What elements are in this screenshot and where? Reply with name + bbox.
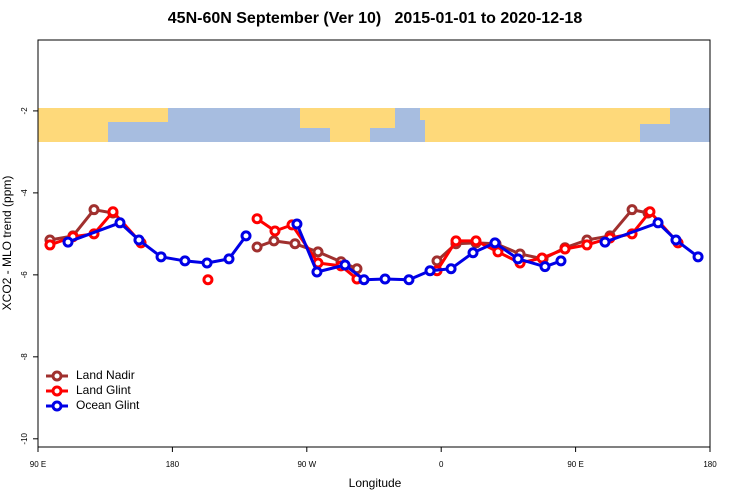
data-point <box>670 234 682 246</box>
legend-marker <box>51 400 63 412</box>
plot-frame <box>37 39 711 448</box>
data-point <box>358 274 370 286</box>
data-point <box>202 274 214 286</box>
y-axis-label: XCO2 - MLO trend (ppm) <box>0 176 14 311</box>
data-point <box>291 218 303 230</box>
data-point <box>289 238 301 250</box>
data-point <box>155 251 167 263</box>
land <box>108 108 168 122</box>
data-point <box>339 259 351 271</box>
land <box>640 108 670 124</box>
data-point <box>424 265 436 277</box>
data-point <box>88 204 100 216</box>
data-point <box>489 237 501 249</box>
data-point <box>450 235 462 247</box>
legend-label: Land Nadir <box>76 368 135 382</box>
legend-label: Land Glint <box>76 383 131 397</box>
y-tick-label: -4 <box>20 189 29 197</box>
data-point <box>179 255 191 267</box>
data-point <box>467 247 479 259</box>
x-tick-label: 90 E <box>30 460 46 469</box>
data-point <box>626 204 638 216</box>
x-tick-label: 90 W <box>297 460 316 469</box>
data-point <box>692 251 704 263</box>
data-point <box>62 236 74 248</box>
data-point <box>492 246 504 258</box>
data-point <box>599 236 611 248</box>
legend-marker <box>51 370 63 382</box>
legend-label: Ocean Glint <box>76 398 140 412</box>
data-point <box>201 257 213 269</box>
x-tick-label: 0 <box>439 460 444 469</box>
data-point <box>559 243 571 255</box>
x-axis-label: Longitude <box>349 476 402 490</box>
data-point <box>445 263 457 275</box>
data-point <box>431 255 443 267</box>
data-point <box>652 217 664 229</box>
data-point <box>311 266 323 278</box>
data-point <box>555 255 567 267</box>
data-point <box>223 253 235 265</box>
data-point <box>512 253 524 265</box>
data-point <box>379 273 391 285</box>
data-point <box>107 206 119 218</box>
y-tick-label: -6 <box>20 271 29 279</box>
y-tick-label: -8 <box>20 353 29 361</box>
y-tick-label: -2 <box>20 107 29 115</box>
map-strip <box>38 108 710 142</box>
chart-title: 45N-60N September (Ver 10) 2015-01-01 to… <box>168 10 583 27</box>
data-point <box>44 239 56 251</box>
x-tick-label: 180 <box>166 460 180 469</box>
data-point <box>644 206 656 218</box>
data-point <box>251 241 263 253</box>
data-point <box>251 213 263 225</box>
data-point <box>539 261 551 273</box>
data-point <box>312 246 324 258</box>
land <box>300 108 395 128</box>
data-point <box>268 235 280 247</box>
data-point <box>470 235 482 247</box>
ocean <box>395 120 425 142</box>
data-point <box>114 217 126 229</box>
x-tick-label: 180 <box>703 460 717 469</box>
data-point <box>581 239 593 251</box>
land <box>330 128 370 142</box>
data-point <box>403 274 415 286</box>
legend-marker <box>51 385 63 397</box>
data-point <box>240 230 252 242</box>
data-point <box>133 234 145 246</box>
x-tick-label: 90 E <box>567 460 583 469</box>
land <box>38 108 108 142</box>
land <box>420 108 640 142</box>
y-tick-label: -10 <box>20 432 29 444</box>
data-point <box>536 252 548 264</box>
data-point <box>269 225 281 237</box>
